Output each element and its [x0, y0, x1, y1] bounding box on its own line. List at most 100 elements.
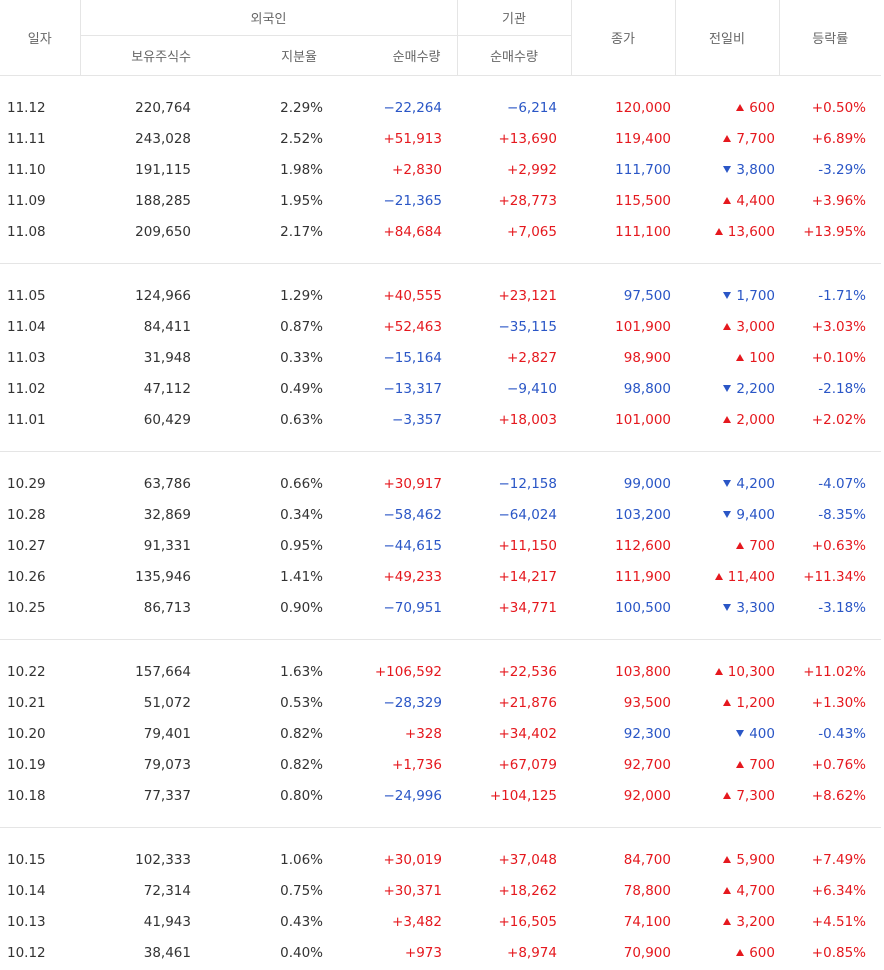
- cell-holding-shares: 191,115: [80, 154, 207, 185]
- change-value: 3,800: [736, 162, 775, 178]
- cell-change: 3,800: [675, 154, 779, 185]
- change-value: 1,200: [736, 695, 775, 711]
- triangle-up-icon: [723, 416, 731, 423]
- triangle-up-icon: [723, 918, 731, 925]
- change-value: 600: [749, 945, 775, 961]
- cell-change-rate: -8.35%: [779, 499, 881, 530]
- cell-holding-ratio: 1.06%: [207, 844, 333, 875]
- cell-change: 700: [675, 530, 779, 561]
- cell-holding-shares: 60,429: [80, 404, 207, 435]
- cell-close-price: 74,100: [571, 906, 675, 937]
- change-value: 100: [749, 350, 775, 366]
- cell-change-rate: +11.02%: [779, 656, 881, 687]
- change-value: 1,700: [736, 288, 775, 304]
- cell-foreign-net-buy: −28,329: [333, 687, 457, 718]
- cell-institution-net-buy: +18,003: [457, 404, 571, 435]
- cell-foreign-net-buy: −15,164: [333, 342, 457, 373]
- cell-holding-ratio: 0.63%: [207, 404, 333, 435]
- cell-date: 10.22: [0, 656, 80, 687]
- cell-holding-shares: 188,285: [80, 185, 207, 216]
- cell-foreign-net-buy: −22,264: [333, 92, 457, 123]
- triangle-down-icon: [723, 604, 731, 611]
- cell-change-rate: +0.50%: [779, 92, 881, 123]
- group-spacer: [0, 264, 881, 281]
- cell-institution-net-buy: +13,690: [457, 123, 571, 154]
- cell-foreign-net-buy: +51,913: [333, 123, 457, 154]
- cell-holding-ratio: 1.29%: [207, 280, 333, 311]
- spacer-cell: [0, 828, 881, 845]
- group-spacer: [0, 640, 881, 657]
- change-value: 4,400: [736, 193, 775, 209]
- cell-holding-ratio: 0.90%: [207, 592, 333, 623]
- triangle-up-icon: [715, 573, 723, 580]
- cell-holding-shares: 102,333: [80, 844, 207, 875]
- cell-foreign-net-buy: +2,830: [333, 154, 457, 185]
- cell-holding-ratio: 0.87%: [207, 311, 333, 342]
- cell-holding-shares: 157,664: [80, 656, 207, 687]
- cell-date: 11.09: [0, 185, 80, 216]
- divider-cell: [0, 247, 881, 264]
- cell-date: 11.05: [0, 280, 80, 311]
- cell-holding-shares: 38,461: [80, 937, 207, 968]
- change-value: 4,700: [736, 883, 775, 899]
- change-value: 11,400: [728, 569, 775, 585]
- change-value: 3,000: [736, 319, 775, 335]
- spacer-cell: [0, 452, 881, 469]
- table-header: 일자 외국인 기관 종가 전일비 등락률 보유주식수 지분율 순매수량 순매수량: [0, 0, 881, 76]
- cell-foreign-net-buy: −21,365: [333, 185, 457, 216]
- cell-holding-ratio: 1.95%: [207, 185, 333, 216]
- cell-close-price: 98,800: [571, 373, 675, 404]
- cell-change: 600: [675, 937, 779, 968]
- group-divider: [0, 811, 881, 828]
- cell-institution-net-buy: −9,410: [457, 373, 571, 404]
- cell-holding-shares: 220,764: [80, 92, 207, 123]
- cell-holding-ratio: 0.82%: [207, 749, 333, 780]
- cell-holding-shares: 41,943: [80, 906, 207, 937]
- triangle-up-icon: [723, 887, 731, 894]
- cell-date: 10.14: [0, 875, 80, 906]
- triangle-up-icon: [736, 354, 744, 361]
- cell-close-price: 92,300: [571, 718, 675, 749]
- cell-change: 100: [675, 342, 779, 373]
- header-institution-net-buy: 순매수량: [457, 36, 571, 76]
- cell-institution-net-buy: −12,158: [457, 468, 571, 499]
- triangle-up-icon: [736, 949, 744, 956]
- divider-cell: [0, 623, 881, 640]
- cell-change-rate: +0.85%: [779, 937, 881, 968]
- header-foreign-group: 외국인: [80, 0, 457, 36]
- cell-change: 3,300: [675, 592, 779, 623]
- cell-change-rate: +1.30%: [779, 687, 881, 718]
- change-value: 9,400: [736, 507, 775, 523]
- change-value: 4,200: [736, 476, 775, 492]
- cell-close-price: 78,800: [571, 875, 675, 906]
- cell-change: 2,200: [675, 373, 779, 404]
- cell-holding-ratio: 0.40%: [207, 937, 333, 968]
- cell-change: 3,000: [675, 311, 779, 342]
- cell-holding-shares: 31,948: [80, 342, 207, 373]
- cell-change-rate: +8.62%: [779, 780, 881, 811]
- cell-holding-shares: 79,401: [80, 718, 207, 749]
- cell-date: 11.02: [0, 373, 80, 404]
- cell-date: 10.18: [0, 780, 80, 811]
- cell-date: 10.19: [0, 749, 80, 780]
- cell-holding-ratio: 0.82%: [207, 718, 333, 749]
- cell-holding-ratio: 2.17%: [207, 216, 333, 247]
- cell-change-rate: +0.63%: [779, 530, 881, 561]
- cell-holding-shares: 77,337: [80, 780, 207, 811]
- cell-date: 10.21: [0, 687, 80, 718]
- cell-foreign-net-buy: −58,462: [333, 499, 457, 530]
- cell-change: 400: [675, 718, 779, 749]
- cell-date: 10.27: [0, 530, 80, 561]
- cell-change-rate: -4.07%: [779, 468, 881, 499]
- cell-holding-shares: 209,650: [80, 216, 207, 247]
- cell-holding-ratio: 1.98%: [207, 154, 333, 185]
- cell-institution-net-buy: +34,771: [457, 592, 571, 623]
- change-value: 3,200: [736, 914, 775, 930]
- cell-foreign-net-buy: +40,555: [333, 280, 457, 311]
- triangle-up-icon: [715, 668, 723, 675]
